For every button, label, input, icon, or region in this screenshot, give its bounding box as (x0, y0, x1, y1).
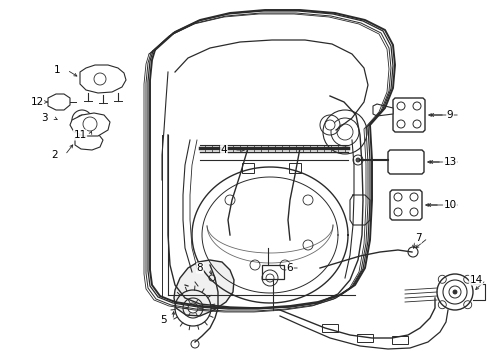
Text: 13: 13 (443, 157, 457, 167)
Polygon shape (174, 260, 234, 316)
Text: 1: 1 (54, 65, 60, 75)
Polygon shape (388, 150, 424, 174)
Circle shape (188, 303, 198, 313)
Text: 12: 12 (30, 97, 44, 107)
Polygon shape (70, 113, 110, 136)
Circle shape (453, 290, 457, 294)
Text: 8: 8 (196, 263, 203, 273)
Text: 11: 11 (74, 130, 87, 140)
Text: 2: 2 (51, 150, 58, 160)
Polygon shape (390, 190, 422, 220)
Text: 10: 10 (443, 200, 457, 210)
Circle shape (325, 120, 335, 130)
Text: 3: 3 (41, 113, 48, 123)
Polygon shape (75, 133, 103, 150)
Polygon shape (48, 94, 70, 110)
Polygon shape (393, 98, 425, 132)
Polygon shape (373, 104, 393, 116)
Text: 6: 6 (287, 263, 294, 273)
Text: 4: 4 (220, 145, 227, 155)
Circle shape (356, 158, 360, 162)
Text: 7: 7 (415, 233, 421, 243)
Text: 5: 5 (160, 315, 166, 325)
Polygon shape (80, 65, 126, 93)
Text: 9: 9 (447, 110, 453, 120)
Text: 14: 14 (469, 275, 483, 285)
